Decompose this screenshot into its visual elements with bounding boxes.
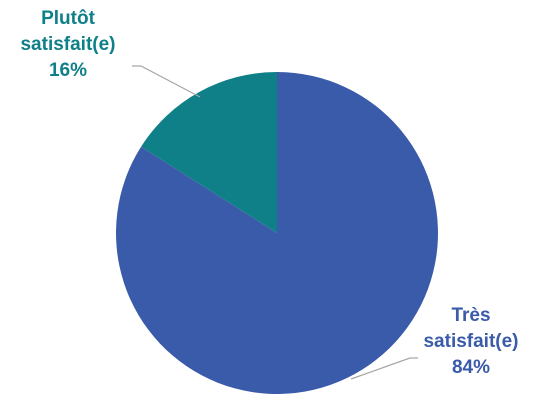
leader-line-plutot xyxy=(132,65,201,98)
leader-line-tres xyxy=(350,357,418,380)
data-label-tres-line2: satisfait(e) xyxy=(423,331,519,352)
data-label-tres-satisfait: Très satisfait(e) 84% xyxy=(403,303,538,381)
data-label-tres-line1: Très xyxy=(451,305,491,326)
data-label-tres-value: 84% xyxy=(451,357,491,378)
data-label-plutot-line2: satisfait(e) xyxy=(20,34,116,55)
data-label-plutot-satisfait: Plutôt satisfait(e) 16% xyxy=(0,6,136,84)
pie-slice-plutot xyxy=(141,72,277,233)
data-label-plutot-line1: Plutôt xyxy=(41,8,95,29)
pie-slice-tres xyxy=(116,72,438,394)
data-label-plutot-value: 16% xyxy=(48,60,88,81)
